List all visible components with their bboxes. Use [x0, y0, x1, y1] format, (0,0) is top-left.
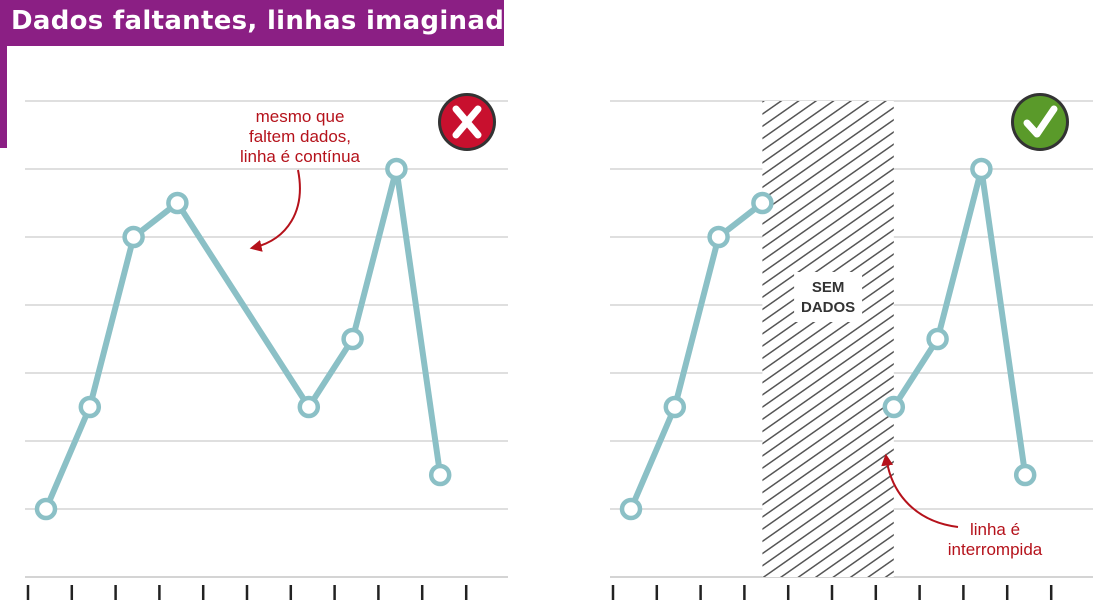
data-point: [970, 157, 993, 181]
data-point: [385, 157, 408, 181]
data-point: [882, 395, 906, 419]
no-data-label: SEM: [812, 279, 845, 296]
data-point: [428, 463, 452, 487]
annotation-text: mesmo que: [256, 107, 345, 126]
series-line: [890, 166, 1029, 478]
series-line: [43, 166, 444, 512]
no-data-band: [762, 101, 894, 577]
data-point: [1013, 463, 1037, 487]
data-point: [663, 395, 687, 419]
data-point: [122, 225, 145, 249]
series-line: [628, 200, 766, 512]
annotation-arrow: [881, 453, 959, 528]
annotation-arrow: [249, 169, 301, 252]
data-point: [34, 497, 58, 521]
accent-bar: [0, 46, 7, 148]
badge: [1014, 96, 1066, 148]
data-point: [166, 191, 189, 215]
no-data-label-bg: [794, 272, 863, 322]
annotation-text: linha é: [970, 520, 1020, 539]
data-point: [78, 395, 102, 419]
annotation-text: faltem dados,: [249, 127, 351, 146]
check-icon: [1023, 105, 1058, 138]
annotation-text: interrompida: [948, 540, 1043, 559]
chart-title: Dados faltantes, linhas imaginadas: [11, 6, 538, 36]
data-point: [297, 395, 321, 419]
data-point: [619, 497, 643, 521]
annotation-text: linha é contínua: [240, 147, 361, 166]
title-bar: Dados faltantes, linhas imaginadas: [0, 0, 537, 46]
x-icon: [452, 105, 482, 139]
data-point: [341, 327, 364, 351]
data-point: [751, 191, 774, 215]
data-point: [926, 327, 949, 351]
data-point: [707, 225, 730, 249]
no-data-label: DADOS: [801, 299, 855, 316]
